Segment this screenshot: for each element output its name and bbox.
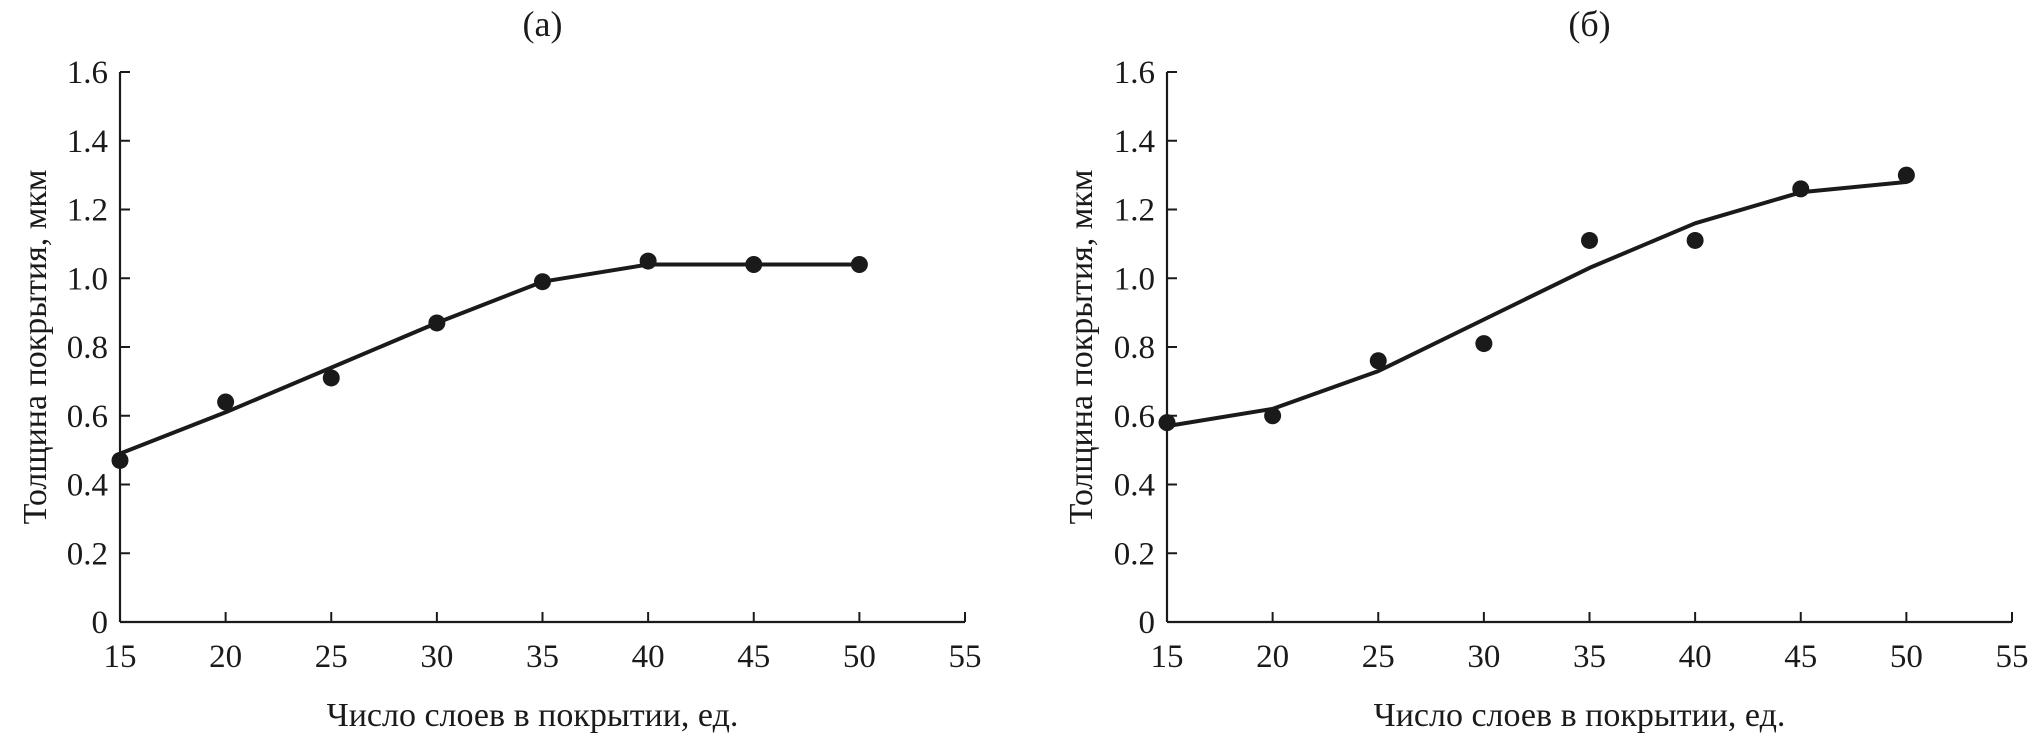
data-point (111, 451, 129, 469)
data-point (1158, 414, 1176, 432)
x-tick-label: 40 (632, 639, 665, 675)
x-tick-label: 55 (1996, 639, 2029, 675)
y-axis-label: Толщина покрытия, мкм (17, 170, 54, 525)
data-point (217, 393, 235, 411)
y-tick-label: 1.6 (67, 55, 108, 91)
y-tick-label: 0.2 (1114, 536, 1155, 572)
fit-curve (118, 262, 862, 456)
x-tick-label: 35 (1573, 639, 1606, 675)
panel-title: (б) (1568, 4, 1610, 44)
y-tick-label: 1.0 (1114, 261, 1155, 297)
x-tick-label: 30 (1467, 639, 1500, 675)
y-tick-label: 0 (92, 605, 109, 641)
data-point (322, 369, 340, 387)
y-tick-label: 1.4 (67, 124, 108, 160)
x-tick-label: 50 (1890, 639, 1923, 675)
chart-panel-1: (а) 15 20 25 30 35 40 45 50 55 0 0.2 0.4 0.6 0.8 1.0 1.2… (17, 4, 982, 734)
y-tick-label: 0.4 (67, 468, 108, 504)
y-tick-label: 1.0 (67, 261, 108, 297)
data-point (1686, 231, 1704, 249)
x-tick-label: 15 (1151, 639, 1184, 675)
data-point (1897, 166, 1915, 184)
x-tick-label: 55 (949, 639, 982, 675)
data-point (1475, 335, 1493, 353)
x-tick-label: 20 (1256, 639, 1289, 675)
y-tick-label: 1.2 (1114, 193, 1155, 229)
data-point (1369, 352, 1387, 370)
data-point (1581, 231, 1598, 249)
y-tick-label: 0.2 (67, 536, 108, 572)
x-tick-label: 35 (526, 639, 559, 675)
x-tick-label: 30 (420, 639, 453, 675)
x-tick-label: 40 (1679, 639, 1712, 675)
y-tick-label: 1.4 (1114, 124, 1155, 160)
x-tick-label: 20 (209, 639, 242, 675)
y-tick-label: 1.2 (67, 193, 108, 229)
y-tick-label: 1.6 (1114, 55, 1155, 91)
y-tick-label: 0 (1139, 605, 1156, 641)
y-tick-label: 0.6 (67, 399, 108, 435)
y-tick-label: 0.8 (1114, 330, 1155, 366)
x-tick-label: 15 (104, 639, 137, 675)
panel-title: (а) (523, 4, 563, 44)
chart-panel-2: (б) 15 20 25 30 35 40 45 50 55 0 0.2 0.4 0.6 0.8 1.0 1.2… (1063, 4, 2029, 734)
x-tick-label: 25 (1362, 639, 1395, 675)
x-tick-label: 45 (737, 639, 770, 675)
x-tick-label: 50 (843, 639, 876, 675)
fit-curve (1165, 180, 1909, 429)
y-tick-label: 0.8 (67, 330, 108, 366)
x-axis-label: Число слоев в покрытии, ед. (327, 697, 739, 734)
x-tick-label: 45 (1784, 639, 1817, 675)
y-axis-label: Толщина покрытия, мкм (1063, 170, 1100, 525)
x-axis-label: Число слоев в покрытии, ед. (1374, 697, 1786, 734)
y-tick-label: 0.4 (1114, 468, 1155, 504)
y-tick-label: 0.6 (1114, 399, 1155, 435)
x-tick-label: 25 (315, 639, 348, 675)
